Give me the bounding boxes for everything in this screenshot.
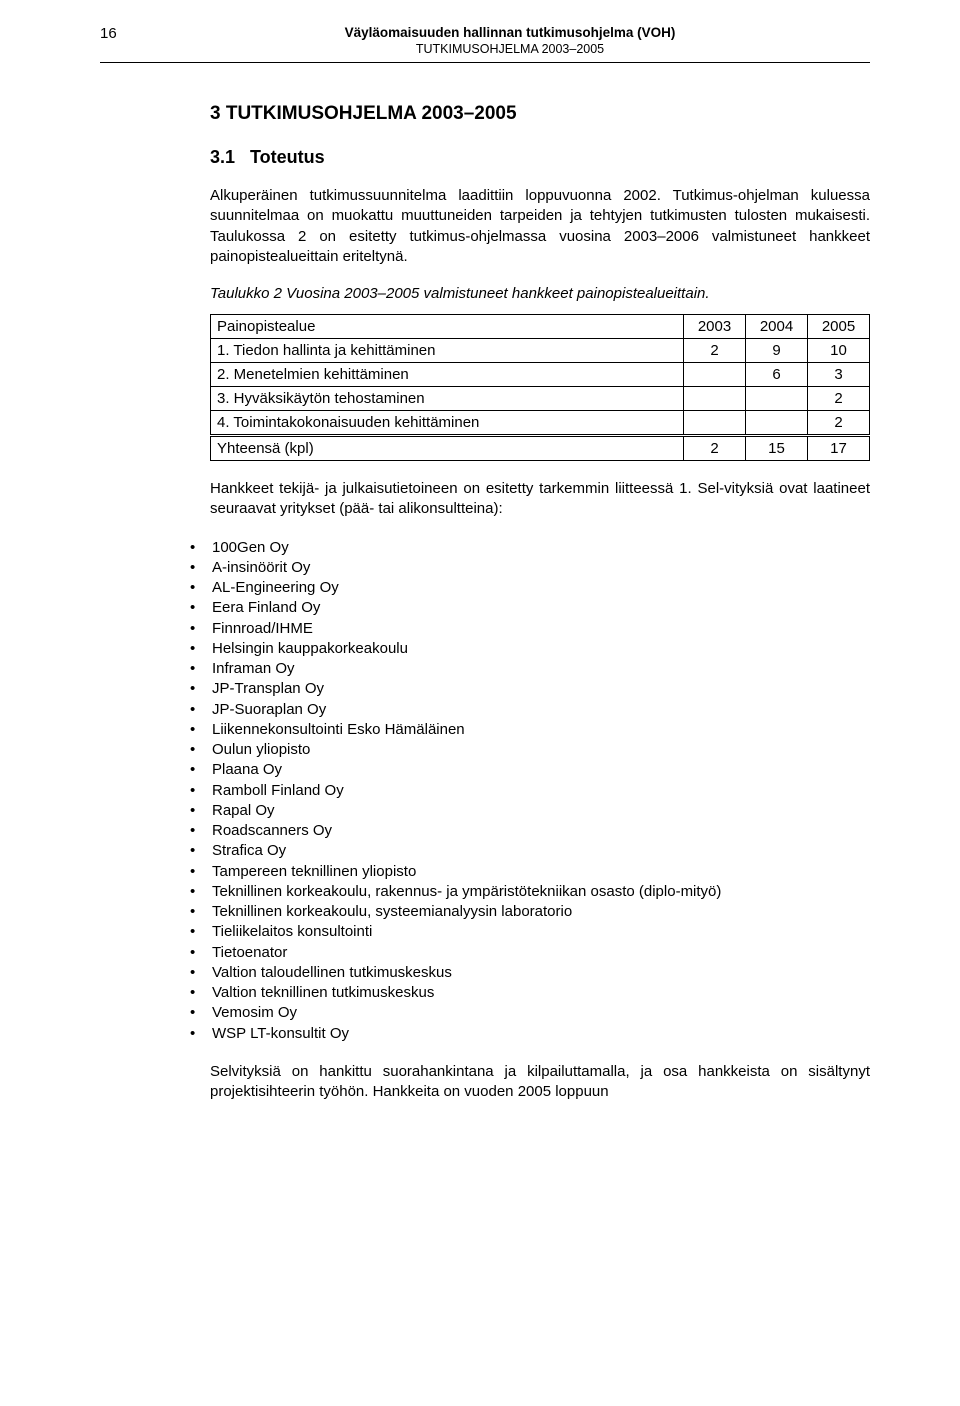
list-item: AL-Engineering Oy	[190, 578, 870, 598]
col-header: 2004	[746, 315, 808, 339]
table-cell: 2	[808, 387, 870, 411]
list-item: A-insinöörit Oy	[190, 558, 870, 578]
list-item: Plaana Oy	[190, 760, 870, 780]
content-area: 3 TUTKIMUSOHJELMA 2003–2005 3.1Toteutus …	[210, 103, 870, 520]
list-item: Ramboll Finland Oy	[190, 781, 870, 801]
col-header: Painopistealue	[211, 315, 684, 339]
list-item: Teknillinen korkeakoulu, systeemianalyys…	[190, 902, 870, 922]
table-caption: Taulukko 2 Vuosina 2003–2005 valmistunee…	[210, 285, 870, 302]
list-item: Oulun yliopisto	[190, 740, 870, 760]
list-item: JP-Suoraplan Oy	[190, 700, 870, 720]
table-row: 3. Hyväksikäytön tehostaminen 2	[211, 387, 870, 411]
list-item: Finnroad/IHME	[190, 619, 870, 639]
list-item: Tietoenator	[190, 943, 870, 963]
table-cell: 2. Menetelmien kehittäminen	[211, 363, 684, 387]
subsection-label: Toteutus	[250, 147, 325, 167]
col-header: 2003	[684, 315, 746, 339]
table-cell	[746, 387, 808, 411]
table-cell: 1. Tiedon hallinta ja kehittäminen	[211, 339, 684, 363]
bullet-list: 100Gen OyA-insinöörit OyAL-Engineering O…	[190, 538, 870, 1044]
table-cell: 10	[808, 339, 870, 363]
list-item: Eera Finland Oy	[190, 598, 870, 618]
table-cell: 17	[808, 436, 870, 461]
list-item: 100Gen Oy	[190, 538, 870, 558]
list-item: Valtion taloudellinen tutkimuskeskus	[190, 963, 870, 983]
subsection-number: 3.1	[210, 147, 250, 168]
table-cell: 15	[746, 436, 808, 461]
list-item: Strafica Oy	[190, 841, 870, 861]
table-cell: 2	[684, 436, 746, 461]
table-row: 1. Tiedon hallinta ja kehittäminen 2 9 1…	[211, 339, 870, 363]
data-table: Painopistealue 2003 2004 2005 1. Tiedon …	[210, 314, 870, 461]
table-header-row: Painopistealue 2003 2004 2005	[211, 315, 870, 339]
list-item: Valtion teknillinen tutkimuskeskus	[190, 983, 870, 1003]
list-item: WSP LT-konsultit Oy	[190, 1024, 870, 1044]
table-cell: 3. Hyväksikäytön tehostaminen	[211, 387, 684, 411]
section-heading: 3 TUTKIMUSOHJELMA 2003–2005	[210, 103, 870, 125]
table-row: 2. Menetelmien kehittäminen 6 3	[211, 363, 870, 387]
subsection-heading: 3.1Toteutus	[210, 147, 870, 168]
paragraph-2: Hankkeet tekijä- ja julkaisutietoineen o…	[210, 479, 870, 520]
table-cell: 6	[746, 363, 808, 387]
table-cell: 2	[808, 411, 870, 436]
list-item: Vemosim Oy	[190, 1003, 870, 1023]
header-title-sub: TUTKIMUSOHJELMA 2003–2005	[150, 42, 870, 56]
table-cell	[746, 411, 808, 436]
table-cell	[684, 387, 746, 411]
table-cell	[684, 411, 746, 436]
page-number: 16	[100, 25, 150, 56]
table-cell: 3	[808, 363, 870, 387]
list-item: Helsingin kauppakorkeakoulu	[190, 639, 870, 659]
table-cell: Yhteensä (kpl)	[211, 436, 684, 461]
header-titles: Väyläomaisuuden hallinnan tutkimusohjelm…	[150, 25, 870, 56]
list-item: Rapal Oy	[190, 801, 870, 821]
table-total-row: Yhteensä (kpl) 2 15 17	[211, 436, 870, 461]
list-item: Tampereen teknillinen yliopisto	[190, 862, 870, 882]
list-item: Liikennekonsultointi Esko Hämäläinen	[190, 720, 870, 740]
page-header: 16 Väyläomaisuuden hallinnan tutkimusohj…	[100, 25, 870, 63]
list-item: Teknillinen korkeakoulu, rakennus- ja ym…	[190, 882, 870, 902]
table-row: 4. Toimintakokonaisuuden kehittäminen 2	[211, 411, 870, 436]
paragraph-3: Selvityksiä on hankittu suorahankintana …	[210, 1062, 870, 1103]
list-item: Roadscanners Oy	[190, 821, 870, 841]
header-title-main: Väyläomaisuuden hallinnan tutkimusohjelm…	[150, 25, 870, 40]
list-item: JP-Transplan Oy	[190, 679, 870, 699]
list-item: Inframan Oy	[190, 659, 870, 679]
table-cell: 4. Toimintakokonaisuuden kehittäminen	[211, 411, 684, 436]
table-cell: 9	[746, 339, 808, 363]
col-header: 2005	[808, 315, 870, 339]
table-cell: 2	[684, 339, 746, 363]
paragraph-1: Alkuperäinen tutkimussuunnitelma laaditt…	[210, 186, 870, 267]
list-item: Tieliikelaitos konsultointi	[190, 922, 870, 942]
table-cell	[684, 363, 746, 387]
